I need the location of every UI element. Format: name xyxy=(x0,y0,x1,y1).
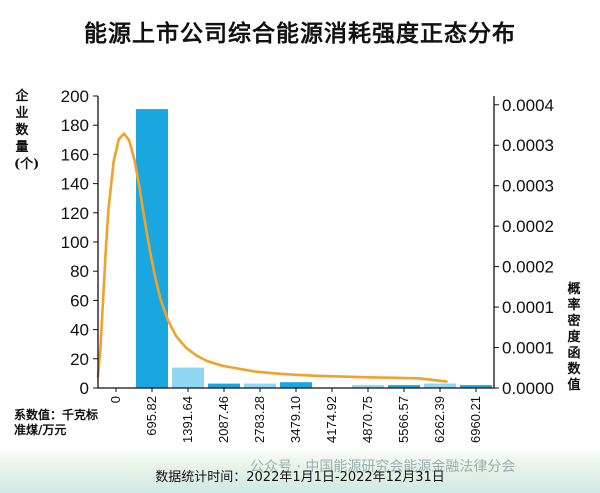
y2-tick-label-6: 0.0003 xyxy=(502,136,554,155)
bar-2 xyxy=(172,367,204,388)
y2-tick-label-0: 0.0000 xyxy=(502,379,554,398)
x-tick-label-0: 0 xyxy=(108,396,123,403)
x-tick-label-4: 2783.28 xyxy=(252,396,267,443)
density-curve xyxy=(96,132,448,383)
bar-7 xyxy=(352,385,384,388)
y-tick-label-9: 180 xyxy=(61,116,89,135)
y2-axis-label: 概率密度函数值 xyxy=(567,282,581,393)
x-tick-label-1: 695.82 xyxy=(144,396,159,436)
y-tick-label-0: 0 xyxy=(80,379,89,398)
y-tick-label-6: 120 xyxy=(61,204,89,223)
footnote: 数据统计时间：2022年1月1日-2022年12月31日 xyxy=(155,470,445,485)
chart-title: 能源上市公司综合能源消耗强度正态分布 xyxy=(84,20,516,47)
bottom-decoration-band xyxy=(0,446,600,493)
y-tick-label-5: 100 xyxy=(61,233,89,252)
y-tick-label-2: 40 xyxy=(70,321,89,340)
bar-3 xyxy=(208,383,240,388)
watermark-text: 公众号 · 中国能源研究会能源金融法律分会 xyxy=(250,459,516,475)
y2-tick-group: 0.0000 0.0001 0.0001 0.0002 0.0002 0.0003 0.00… xyxy=(494,96,554,398)
y2-tick-label-5: 0.0003 xyxy=(502,177,554,196)
y-tick-group: 0 20 40 60 80 100 120 140 160 180 200 xyxy=(61,87,98,398)
y-tick-label-4: 80 xyxy=(70,262,89,281)
x-tick-label-10: 6960.21 xyxy=(468,396,483,443)
x-tick-label-3: 2087.46 xyxy=(216,396,231,443)
y-tick-label-1: 20 xyxy=(70,350,89,369)
y2-tick-label-4: 0.0002 xyxy=(502,217,554,236)
bar-1 xyxy=(136,109,168,388)
x-tick-label-7: 4870.75 xyxy=(360,396,375,443)
x-tick-label-9: 6262.39 xyxy=(432,396,447,443)
y-tick-label-10: 200 xyxy=(61,87,89,106)
bar-5 xyxy=(280,382,312,388)
y2-tick-label-1: 0.0001 xyxy=(502,339,554,358)
y2-tick-label-2: 0.0001 xyxy=(502,298,554,317)
x-tick-label-5: 3479.10 xyxy=(288,396,303,443)
y-tick-label-8: 160 xyxy=(61,145,89,164)
bar-8 xyxy=(388,385,420,388)
bar-group xyxy=(136,109,492,388)
x-tick-group: 0 695.82 1391.64 2087.46 2783.28 3479.10 4174.… xyxy=(108,388,483,443)
density-curve-group xyxy=(96,132,448,383)
bar-10 xyxy=(460,385,492,388)
x-tick-label-2: 1391.64 xyxy=(180,396,195,443)
y2-tick-label-3: 0.0002 xyxy=(502,258,554,277)
x-tick-label-6: 4174.92 xyxy=(324,396,339,443)
y2-tick-label-7: 0.0004 xyxy=(502,96,554,115)
x-tick-label-8: 5566.57 xyxy=(396,396,411,443)
y-tick-label-7: 140 xyxy=(61,175,89,194)
x-axis-label: 系数值：千克标准煤/万元 xyxy=(14,408,99,437)
y-tick-label-3: 60 xyxy=(70,291,89,310)
bar-4 xyxy=(244,383,276,388)
bar-9 xyxy=(424,383,456,388)
